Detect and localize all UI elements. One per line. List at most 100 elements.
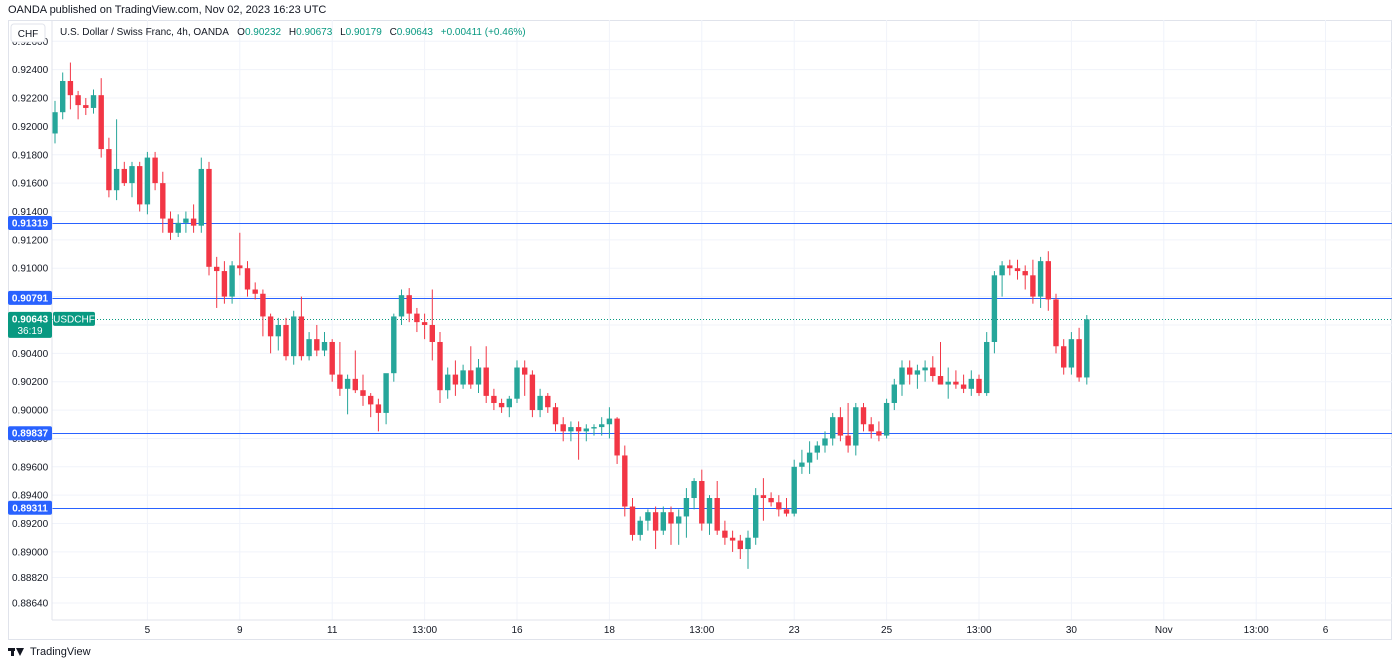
candle-body bbox=[337, 374, 343, 389]
line-price-tag-label: 0.89311 bbox=[12, 503, 48, 514]
price-tick-label: 0.89000 bbox=[12, 547, 49, 558]
candle-body bbox=[368, 395, 374, 405]
bar-countdown: 36:19 bbox=[17, 326, 42, 337]
candle-body bbox=[491, 395, 497, 403]
candle-body bbox=[676, 516, 682, 524]
candle-body bbox=[483, 367, 489, 396]
price-axis[interactable]: 0.926000.924000.922000.920000.918000.916… bbox=[12, 37, 49, 610]
candle-body bbox=[406, 295, 412, 314]
candle-body bbox=[252, 289, 258, 294]
time-tick-label: 5 bbox=[145, 625, 151, 636]
candle-body bbox=[999, 265, 1005, 276]
candle-body bbox=[398, 295, 405, 317]
candle-body bbox=[275, 324, 281, 337]
price-tick-label: 0.90200 bbox=[12, 377, 49, 388]
candle-body bbox=[683, 498, 690, 517]
candle-body bbox=[437, 341, 443, 391]
candle-body bbox=[960, 384, 967, 389]
candle-body bbox=[876, 431, 882, 436]
price-tick-label: 0.88640 bbox=[12, 598, 49, 609]
close-value: 0.90643 bbox=[397, 27, 434, 38]
candle-body bbox=[984, 341, 990, 394]
price-tick-label: 0.88820 bbox=[12, 573, 49, 584]
time-axis[interactable]: 5 9 11 13:00 16 18 13:00 23 25 13:00 30 Nov 13:00 6 bbox=[145, 625, 1329, 636]
candle-body bbox=[699, 480, 705, 524]
high-value: 0.90673 bbox=[296, 27, 333, 38]
candle-body bbox=[760, 495, 767, 499]
grid bbox=[52, 20, 1392, 620]
candle-body bbox=[352, 378, 358, 391]
candle-body bbox=[791, 466, 797, 514]
candle-body bbox=[98, 95, 104, 150]
candle-body bbox=[922, 367, 928, 371]
currency-button[interactable]: CHF bbox=[10, 23, 46, 43]
price-tick-label: 0.90400 bbox=[12, 349, 49, 360]
candle-body bbox=[776, 502, 782, 510]
candle-body bbox=[1007, 265, 1013, 269]
candle-body bbox=[460, 370, 466, 385]
candle-body bbox=[244, 268, 251, 290]
candle-body bbox=[391, 316, 397, 374]
candle-body bbox=[783, 509, 790, 514]
change-value: +0.00411 (+0.46%) bbox=[441, 27, 526, 38]
footer-brand[interactable]: TradingView bbox=[30, 646, 91, 658]
current-price-value: 0.90643 bbox=[12, 314, 49, 325]
time-tick-label: 13:00 bbox=[1244, 625, 1269, 636]
candle-body bbox=[1068, 339, 1075, 368]
price-tick-label: 0.89200 bbox=[12, 519, 49, 530]
tradingview-logo-icon bbox=[8, 647, 26, 657]
candle-body bbox=[506, 398, 512, 408]
candle-body bbox=[329, 341, 335, 375]
candle-body bbox=[183, 218, 189, 223]
candle-body bbox=[860, 407, 867, 425]
candle-body bbox=[475, 367, 482, 385]
price-tick-label: 0.91800 bbox=[12, 150, 49, 161]
candle-body bbox=[1053, 299, 1059, 347]
candle-body bbox=[991, 275, 998, 342]
candle-body bbox=[691, 480, 697, 499]
time-tick-label: 23 bbox=[789, 625, 801, 636]
time-tick-label: 18 bbox=[604, 625, 616, 636]
candle-body bbox=[814, 445, 820, 453]
candle-body bbox=[637, 520, 643, 535]
candle-body bbox=[1084, 319, 1090, 378]
candle-body bbox=[806, 452, 813, 463]
candle-body bbox=[753, 495, 759, 538]
time-tick-label: 6 bbox=[1323, 625, 1329, 636]
time-tick-label: 13:00 bbox=[689, 625, 714, 636]
candle-body bbox=[537, 395, 543, 411]
candle-body bbox=[83, 105, 89, 108]
candle-body bbox=[845, 435, 851, 446]
candle-body bbox=[106, 149, 112, 191]
candle-body bbox=[306, 339, 312, 357]
candle-body bbox=[714, 498, 720, 531]
candle-body bbox=[1030, 275, 1036, 297]
candle-body bbox=[899, 367, 905, 385]
candle-body bbox=[622, 455, 628, 507]
candle-body bbox=[221, 271, 228, 297]
line-price-tag-label: 0.89837 bbox=[12, 429, 49, 440]
time-tick-label: 16 bbox=[511, 625, 523, 636]
time-tick-label: 25 bbox=[881, 625, 893, 636]
open-value: 0.90232 bbox=[245, 27, 282, 38]
line-price-tag-label: 0.91319 bbox=[12, 218, 49, 229]
candle-body bbox=[75, 95, 81, 106]
candle-body bbox=[745, 537, 751, 550]
candle-body bbox=[583, 428, 589, 432]
candle-body bbox=[976, 378, 982, 394]
candle-body bbox=[452, 374, 459, 385]
candle-body bbox=[167, 218, 174, 233]
candle-body bbox=[945, 381, 951, 385]
price-tags: 0.91319 0.90791 0.89837 0.89311 0.9064336:19… bbox=[8, 215, 95, 515]
symbol-tag-label: USDCHF bbox=[53, 314, 95, 325]
candle-body bbox=[291, 316, 297, 357]
candlestick-chart[interactable]: 0.926000.924000.922000.920000.918000.916… bbox=[8, 20, 1392, 640]
candle-body bbox=[137, 166, 143, 205]
candle-body bbox=[722, 530, 728, 538]
candle-body bbox=[383, 373, 389, 413]
price-tick-label: 0.92000 bbox=[12, 122, 49, 133]
candle-body bbox=[830, 417, 836, 439]
candle-body bbox=[522, 367, 528, 375]
candle-body bbox=[883, 402, 890, 436]
candle-body bbox=[1061, 346, 1067, 368]
